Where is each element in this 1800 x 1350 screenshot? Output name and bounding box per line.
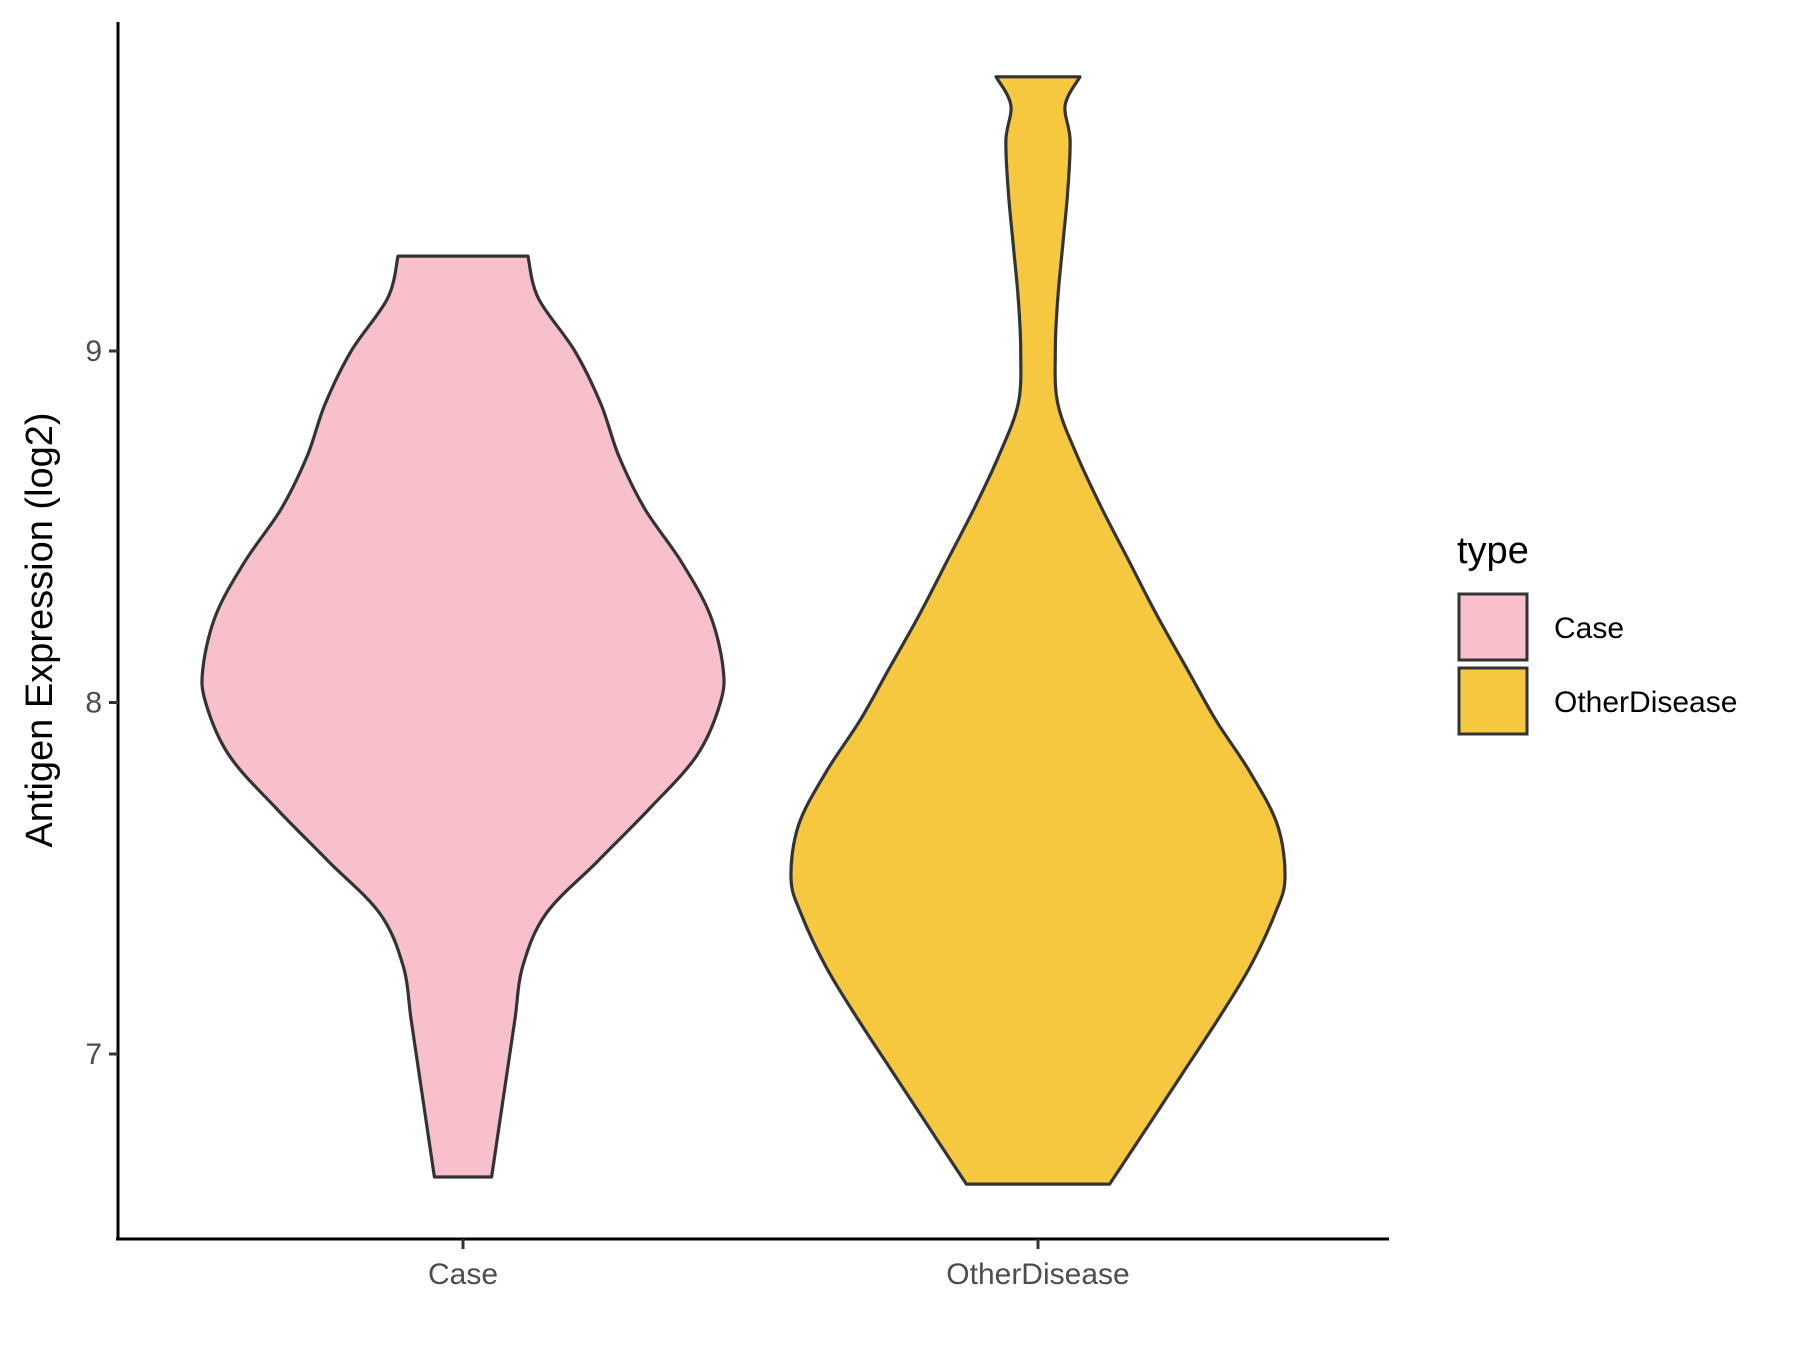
legend-title: type: [1457, 530, 1529, 572]
y-tick-label: 9: [85, 335, 102, 368]
violin-layer: [200, 75, 1287, 1186]
legend: type Case OtherDisease: [1457, 530, 1737, 736]
violin-otherdisease: [789, 75, 1287, 1186]
y-tick-label: 8: [85, 687, 102, 720]
legend-key-case: [1457, 592, 1529, 662]
violin-case: [200, 254, 726, 1179]
legend-key-otherdisease: [1457, 666, 1529, 736]
y-axis-title: Antigen Expression (log2): [19, 412, 61, 847]
x-tick-label: Case: [428, 1258, 498, 1291]
x-tick-label: OtherDisease: [946, 1258, 1129, 1291]
y-tick-label: 7: [85, 1038, 102, 1071]
y-ticks: 7 8 9: [85, 335, 118, 1071]
x-ticks: Case OtherDisease: [428, 1239, 1130, 1291]
legend-label-case: Case: [1554, 612, 1624, 645]
legend-label-otherdisease: OtherDisease: [1554, 686, 1737, 719]
